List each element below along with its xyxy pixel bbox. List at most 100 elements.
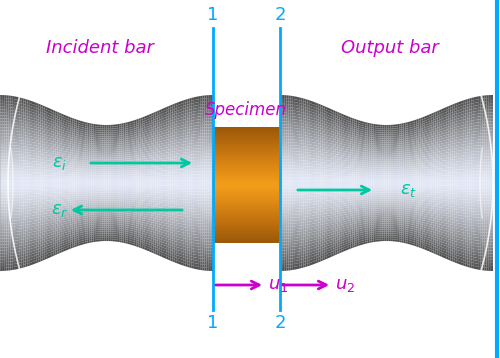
Polygon shape xyxy=(32,107,34,110)
Polygon shape xyxy=(361,140,363,142)
Polygon shape xyxy=(346,131,348,134)
Polygon shape xyxy=(474,154,476,157)
Polygon shape xyxy=(98,158,100,160)
Polygon shape xyxy=(393,187,395,189)
Polygon shape xyxy=(62,167,64,169)
Polygon shape xyxy=(130,191,132,193)
Polygon shape xyxy=(434,246,436,250)
Polygon shape xyxy=(102,140,104,142)
Polygon shape xyxy=(404,155,406,157)
Polygon shape xyxy=(336,116,338,119)
Polygon shape xyxy=(128,144,130,146)
Polygon shape xyxy=(204,122,206,125)
Polygon shape xyxy=(76,158,79,160)
Polygon shape xyxy=(476,226,478,229)
Polygon shape xyxy=(346,118,348,121)
Polygon shape xyxy=(333,173,336,176)
Polygon shape xyxy=(85,183,87,185)
Polygon shape xyxy=(49,185,51,188)
Polygon shape xyxy=(338,237,340,240)
Polygon shape xyxy=(293,177,295,180)
Polygon shape xyxy=(24,98,26,102)
Polygon shape xyxy=(461,111,463,115)
Polygon shape xyxy=(0,268,2,271)
Polygon shape xyxy=(486,221,488,224)
Polygon shape xyxy=(452,170,454,173)
Polygon shape xyxy=(60,131,62,135)
Polygon shape xyxy=(395,212,397,214)
Polygon shape xyxy=(192,177,194,180)
Polygon shape xyxy=(359,206,361,208)
Polygon shape xyxy=(434,147,436,150)
Polygon shape xyxy=(324,221,327,224)
Polygon shape xyxy=(158,117,160,121)
Polygon shape xyxy=(88,197,90,199)
Polygon shape xyxy=(286,136,288,139)
Polygon shape xyxy=(442,168,444,171)
Polygon shape xyxy=(306,155,308,158)
Polygon shape xyxy=(350,130,352,133)
Polygon shape xyxy=(149,236,151,238)
Polygon shape xyxy=(491,142,493,145)
Polygon shape xyxy=(450,258,452,262)
Polygon shape xyxy=(174,164,177,167)
Polygon shape xyxy=(68,139,70,141)
Polygon shape xyxy=(302,265,304,268)
Polygon shape xyxy=(168,245,170,248)
Polygon shape xyxy=(384,150,386,152)
Polygon shape xyxy=(378,158,380,160)
Polygon shape xyxy=(316,196,318,199)
Polygon shape xyxy=(108,197,111,198)
Polygon shape xyxy=(304,208,306,211)
Polygon shape xyxy=(472,117,474,121)
Polygon shape xyxy=(15,151,17,154)
Polygon shape xyxy=(38,114,40,117)
Polygon shape xyxy=(206,127,208,130)
Polygon shape xyxy=(372,221,374,223)
Polygon shape xyxy=(208,156,211,160)
Polygon shape xyxy=(368,145,370,147)
Polygon shape xyxy=(94,173,96,175)
Polygon shape xyxy=(442,237,444,241)
Polygon shape xyxy=(115,179,117,181)
Polygon shape xyxy=(88,183,90,185)
Polygon shape xyxy=(196,177,198,180)
Polygon shape xyxy=(436,125,438,129)
Polygon shape xyxy=(13,221,15,224)
Polygon shape xyxy=(122,163,124,165)
Polygon shape xyxy=(288,250,290,253)
Polygon shape xyxy=(395,150,397,152)
Polygon shape xyxy=(102,177,104,179)
Polygon shape xyxy=(476,209,478,212)
Polygon shape xyxy=(186,110,188,113)
Polygon shape xyxy=(36,111,38,114)
Polygon shape xyxy=(70,224,72,227)
Polygon shape xyxy=(68,159,70,161)
Polygon shape xyxy=(113,191,115,193)
Polygon shape xyxy=(350,228,352,231)
Polygon shape xyxy=(138,146,140,149)
Polygon shape xyxy=(170,162,172,165)
Polygon shape xyxy=(34,118,36,121)
Polygon shape xyxy=(280,171,282,174)
Polygon shape xyxy=(410,179,412,181)
Polygon shape xyxy=(480,99,482,102)
Polygon shape xyxy=(350,237,352,240)
Polygon shape xyxy=(83,240,85,242)
Polygon shape xyxy=(104,156,106,158)
Polygon shape xyxy=(356,175,359,177)
Polygon shape xyxy=(204,174,206,177)
Polygon shape xyxy=(26,135,28,139)
Polygon shape xyxy=(151,143,154,146)
Polygon shape xyxy=(474,226,476,229)
Polygon shape xyxy=(15,203,17,206)
Polygon shape xyxy=(108,208,111,210)
Polygon shape xyxy=(361,242,363,245)
Polygon shape xyxy=(156,183,158,185)
Polygon shape xyxy=(400,236,402,238)
Polygon shape xyxy=(154,164,156,166)
Polygon shape xyxy=(42,227,44,229)
Polygon shape xyxy=(32,229,34,232)
Polygon shape xyxy=(56,233,58,236)
Polygon shape xyxy=(166,147,168,150)
